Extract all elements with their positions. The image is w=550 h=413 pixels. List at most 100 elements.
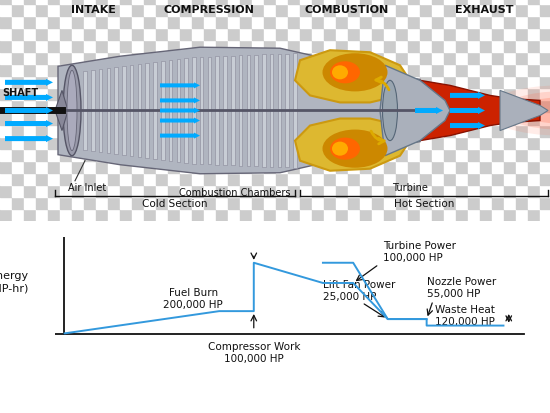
- Bar: [120, 173, 132, 185]
- Bar: [228, 149, 240, 161]
- Bar: [432, 0, 444, 4]
- Bar: [24, 0, 36, 4]
- Bar: [228, 100, 240, 112]
- Bar: [456, 185, 468, 197]
- Bar: [324, 64, 336, 76]
- Ellipse shape: [322, 130, 388, 168]
- Bar: [228, 209, 240, 221]
- Bar: [216, 4, 228, 16]
- Bar: [336, 0, 348, 4]
- Bar: [12, 185, 24, 197]
- Bar: [36, 0, 48, 4]
- Bar: [72, 149, 84, 161]
- Bar: [276, 112, 288, 125]
- Bar: [288, 173, 300, 185]
- Bar: [264, 100, 276, 112]
- Bar: [372, 197, 384, 209]
- Bar: [420, 52, 432, 64]
- Bar: [36, 64, 48, 76]
- Bar: [252, 16, 264, 28]
- Bar: [540, 40, 550, 52]
- Bar: [252, 125, 264, 137]
- Bar: [156, 125, 168, 137]
- Bar: [216, 88, 228, 100]
- Bar: [408, 40, 420, 52]
- Bar: [252, 100, 264, 112]
- Bar: [72, 76, 84, 88]
- Bar: [276, 16, 288, 28]
- Bar: [132, 0, 144, 4]
- Bar: [384, 16, 396, 28]
- Bar: [84, 100, 96, 112]
- Bar: [480, 76, 492, 88]
- Bar: [168, 52, 180, 64]
- Bar: [348, 197, 360, 209]
- Bar: [492, 185, 504, 197]
- Bar: [120, 0, 132, 4]
- Bar: [240, 100, 252, 112]
- Bar: [408, 161, 420, 173]
- Bar: [180, 112, 192, 125]
- Bar: [48, 88, 60, 100]
- Bar: [108, 88, 120, 100]
- Bar: [504, 88, 516, 100]
- Bar: [145, 63, 149, 158]
- Bar: [468, 100, 480, 112]
- Bar: [262, 55, 266, 166]
- Bar: [132, 149, 144, 161]
- Bar: [156, 185, 168, 197]
- Bar: [270, 54, 273, 167]
- Bar: [408, 209, 420, 221]
- Bar: [228, 125, 240, 137]
- Bar: [36, 161, 48, 173]
- Bar: [84, 16, 96, 28]
- Bar: [324, 185, 336, 197]
- Bar: [180, 64, 192, 76]
- Bar: [324, 40, 336, 52]
- Bar: [468, 88, 480, 100]
- Bar: [252, 173, 264, 185]
- Bar: [300, 197, 312, 209]
- Bar: [348, 125, 360, 137]
- Bar: [264, 28, 276, 40]
- Bar: [24, 76, 36, 88]
- Bar: [36, 4, 48, 16]
- Bar: [204, 197, 216, 209]
- Bar: [144, 76, 156, 88]
- Bar: [300, 173, 312, 185]
- Bar: [252, 28, 264, 40]
- Bar: [288, 40, 300, 52]
- Polygon shape: [295, 50, 410, 102]
- Bar: [312, 137, 324, 149]
- Bar: [228, 185, 240, 197]
- Bar: [156, 4, 168, 16]
- Bar: [108, 0, 120, 4]
- Bar: [0, 4, 12, 16]
- Bar: [204, 100, 216, 112]
- Bar: [300, 76, 312, 88]
- Bar: [60, 88, 72, 100]
- Bar: [312, 173, 324, 185]
- Bar: [276, 137, 288, 149]
- Bar: [504, 173, 516, 185]
- Bar: [264, 40, 276, 52]
- Bar: [288, 112, 300, 125]
- Bar: [312, 52, 324, 64]
- Bar: [180, 173, 192, 185]
- Bar: [24, 52, 36, 64]
- Bar: [432, 100, 444, 112]
- Bar: [204, 16, 216, 28]
- Bar: [12, 137, 24, 149]
- Bar: [324, 137, 336, 149]
- Bar: [432, 40, 444, 52]
- Bar: [372, 28, 384, 40]
- Bar: [0, 209, 12, 221]
- Bar: [192, 40, 204, 52]
- Ellipse shape: [485, 85, 550, 135]
- Bar: [408, 52, 420, 64]
- Bar: [504, 16, 516, 28]
- Bar: [96, 16, 108, 28]
- Bar: [492, 76, 504, 88]
- Bar: [84, 149, 96, 161]
- Bar: [540, 16, 550, 28]
